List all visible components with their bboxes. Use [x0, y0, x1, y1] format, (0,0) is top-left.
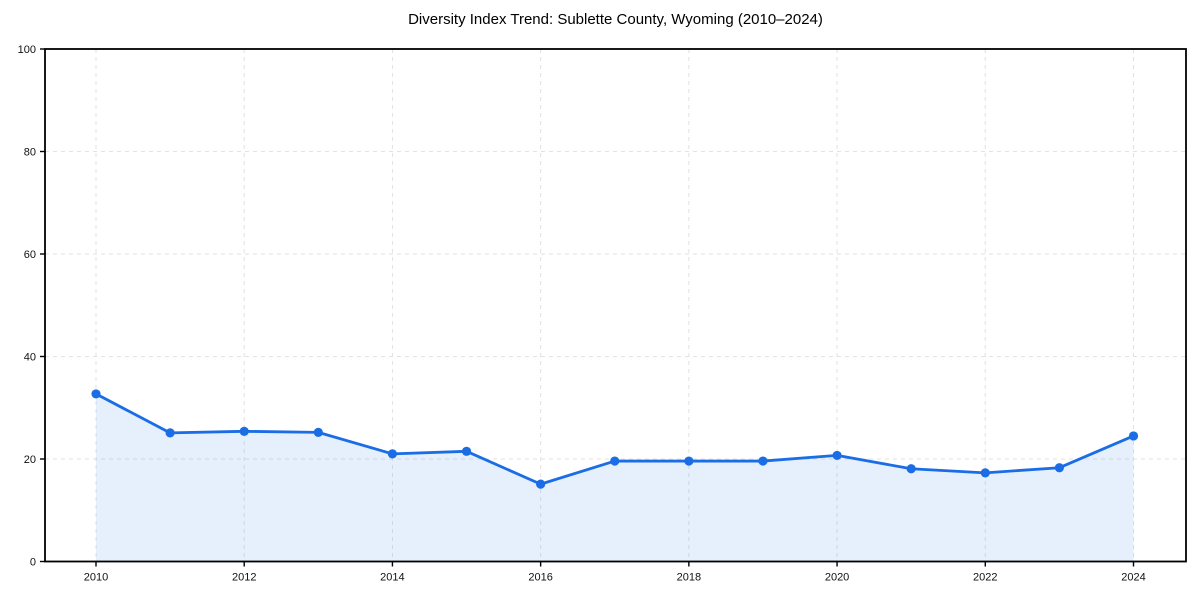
- chart-title: Diversity Index Trend: Sublette County, …: [408, 11, 823, 28]
- area-fill: [96, 393, 1134, 562]
- data-point: [980, 468, 990, 478]
- data-point: [461, 446, 472, 456]
- data-point: [1128, 431, 1139, 441]
- data-point: [91, 389, 101, 399]
- data-point: [536, 479, 546, 489]
- data-point: [313, 427, 323, 437]
- y-tick-label: 0: [30, 557, 36, 569]
- data-point: [1054, 463, 1064, 473]
- y-tick-label: 100: [18, 44, 36, 56]
- data-point: [239, 426, 249, 436]
- x-tick-label: 2018: [677, 572, 701, 584]
- x-tick-label: 2010: [84, 572, 108, 584]
- data-point: [165, 428, 175, 438]
- y-tick-label: 40: [24, 352, 36, 364]
- y-tick-label: 60: [24, 249, 36, 261]
- x-tick-label: 2016: [528, 572, 552, 584]
- data-point: [832, 450, 842, 461]
- x-tick-label: 2012: [232, 572, 256, 584]
- y-tick-label: 20: [24, 454, 36, 466]
- x-tick-label: 2020: [825, 572, 849, 584]
- x-tick-label: 2024: [1121, 572, 1145, 584]
- y-tick-label: 80: [24, 147, 36, 159]
- data-point: [684, 456, 694, 466]
- data-point: [758, 456, 768, 466]
- data-point: [906, 464, 916, 474]
- x-tick-label: 2014: [380, 572, 404, 584]
- data-point: [610, 456, 620, 466]
- x-tick-label: 2022: [973, 572, 997, 584]
- plot-border: [44, 48, 1187, 563]
- data-point: [387, 449, 398, 459]
